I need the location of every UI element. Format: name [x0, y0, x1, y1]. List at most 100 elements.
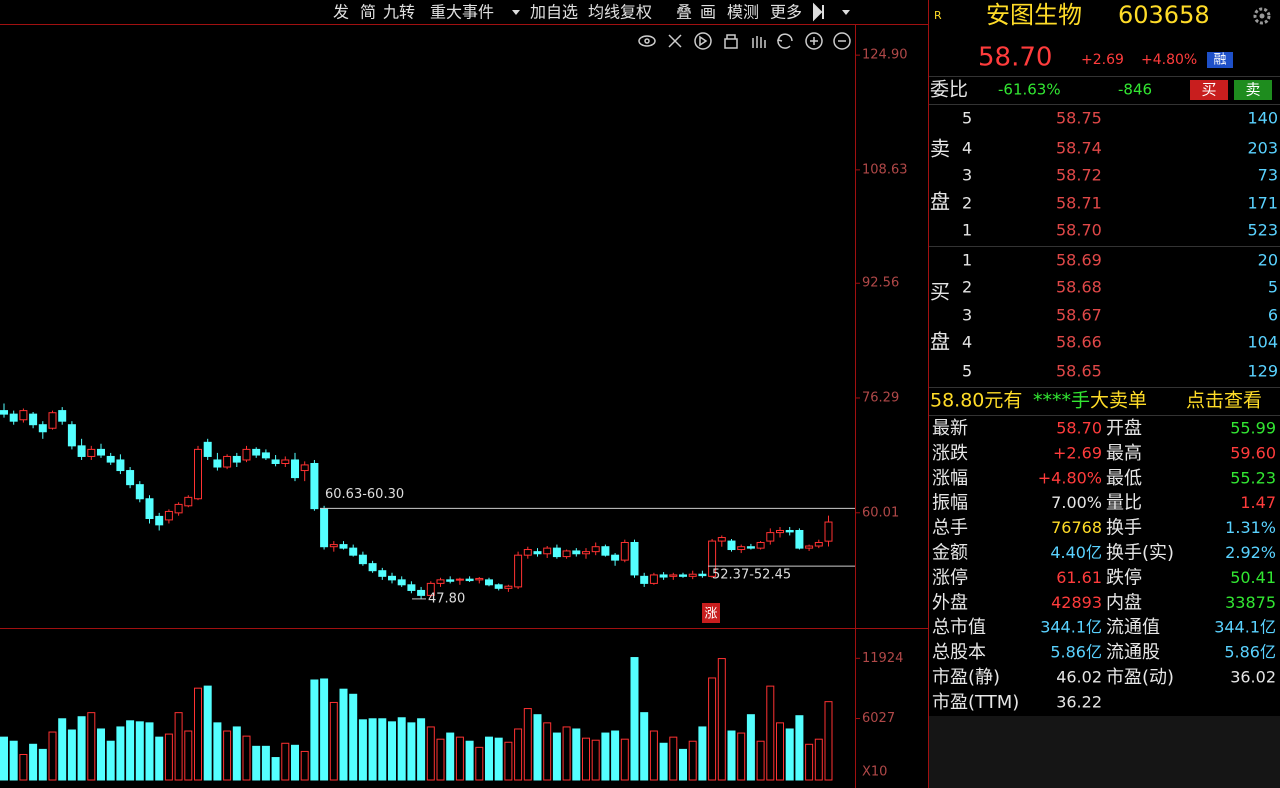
candle-body	[291, 459, 299, 479]
stock-flag: R	[934, 9, 942, 22]
toolbar-button[interactable]: 简	[360, 3, 376, 22]
volume-bar	[19, 753, 28, 781]
candle-body	[417, 589, 426, 596]
volume-bar	[717, 658, 726, 781]
sell-button-label[interactable]: 卖	[1245, 81, 1260, 99]
volume-bar	[795, 715, 804, 781]
volume-bar	[271, 757, 280, 781]
volume-bar	[708, 677, 717, 781]
volume-bar	[87, 712, 96, 781]
stat-value: 7.00%	[1051, 493, 1102, 512]
book-volume: 203	[1247, 139, 1278, 158]
stat-value: 33875	[1225, 593, 1276, 612]
stat-value: 2.92%	[1225, 543, 1276, 562]
toolbar-button[interactable]: 加自选	[530, 3, 578, 22]
candle-body	[679, 574, 687, 577]
toolbar-button[interactable]: 重大事件	[430, 3, 494, 22]
toolbar-button[interactable]: 更多	[770, 3, 802, 22]
y-tick-label: 108.63	[862, 162, 908, 177]
volume-bar	[417, 718, 426, 781]
candle-body	[717, 537, 726, 542]
candle-body	[252, 448, 261, 456]
candle-body	[48, 412, 57, 429]
ask-label: 卖	[930, 137, 950, 161]
candle-body	[572, 550, 581, 555]
toolbar-button[interactable]: 模测	[727, 3, 759, 22]
candle-body	[174, 503, 183, 514]
candle-body	[378, 570, 387, 577]
volume-bar	[407, 722, 416, 781]
book-price: 58.68	[1056, 278, 1102, 297]
toolbar-button[interactable]: 均线	[588, 3, 620, 22]
stat-label: 总市值	[932, 617, 986, 638]
banner-text: ****手	[1033, 390, 1090, 412]
marker: 涨	[704, 607, 717, 622]
candle-body	[106, 455, 115, 463]
tool-icons[interactable]	[638, 32, 851, 50]
stat-label: 总股本	[932, 642, 986, 663]
candle-body	[649, 574, 658, 584]
volume-tick-label: 11924	[862, 651, 903, 666]
book-volume: 140	[1247, 109, 1278, 128]
volume-bar	[281, 742, 290, 781]
buy-button-label[interactable]: 买	[1201, 81, 1216, 99]
stat-label: 内盘	[1106, 592, 1142, 613]
toolbar-button[interactable]: 九转	[383, 3, 415, 22]
candle-body	[232, 455, 241, 463]
toolbar-button[interactable]: 复权	[620, 3, 652, 22]
candle-body	[38, 424, 47, 433]
buy-button[interactable]	[1190, 80, 1228, 100]
stat-label: 振幅	[932, 493, 968, 514]
stat-label: 换手(实)	[1106, 543, 1174, 564]
ratio-value: -61.63%	[998, 81, 1061, 99]
ratio-diff: -846	[1118, 81, 1152, 99]
volume-bar	[698, 726, 707, 781]
candle-body	[29, 413, 38, 426]
bid-label: 买	[930, 280, 950, 304]
book-volume: 129	[1247, 362, 1278, 381]
candle-body	[446, 579, 455, 582]
candle-body	[0, 410, 8, 415]
candle-body	[455, 578, 464, 581]
badge: 融	[1213, 53, 1226, 68]
volume-bar	[9, 740, 18, 781]
volume-bar	[572, 728, 581, 781]
volume-bar	[242, 735, 251, 781]
stat-label: 最低	[1106, 468, 1142, 489]
book-level: 3	[962, 306, 972, 325]
banner-text[interactable]: 点击查看	[1186, 390, 1262, 412]
volume-bar	[310, 679, 319, 781]
candle-body	[19, 410, 28, 421]
settings-icon[interactable]	[1253, 7, 1271, 25]
volume-bar	[523, 708, 532, 781]
toolbar-button[interactable]: 叠	[676, 3, 692, 22]
book-level: 4	[962, 139, 972, 158]
y-tick-label: 92.56	[862, 276, 899, 291]
stat-value: 55.99	[1230, 419, 1276, 438]
sell-button[interactable]	[1234, 80, 1272, 100]
candle-body	[620, 541, 629, 561]
y-tick-label: 124.90	[862, 48, 908, 63]
candle-body	[135, 484, 144, 500]
play-icon[interactable]	[813, 2, 824, 22]
toolbar-button[interactable]: 画	[700, 3, 716, 22]
volume-bar	[426, 726, 435, 781]
volume-bar	[135, 721, 144, 781]
stat-value: 1.47	[1240, 493, 1276, 512]
toolbar-button[interactable]: 发	[333, 3, 349, 22]
panel-separators	[929, 76, 1280, 416]
volume-bar	[552, 732, 561, 781]
stat-value: 36.22	[1056, 692, 1102, 711]
candle-body	[58, 410, 67, 422]
panel-footer	[929, 716, 1280, 788]
volume-bar	[67, 729, 76, 781]
stock-code: 603658	[1118, 1, 1210, 29]
stat-value: 61.61	[1056, 568, 1102, 587]
stat-value: 50.41	[1230, 568, 1276, 587]
book-volume: 5	[1268, 278, 1278, 297]
candle-body	[300, 464, 309, 472]
volume-bar	[106, 740, 115, 781]
stock-name: 安图生物	[986, 1, 1082, 29]
volume-bar	[164, 733, 173, 781]
